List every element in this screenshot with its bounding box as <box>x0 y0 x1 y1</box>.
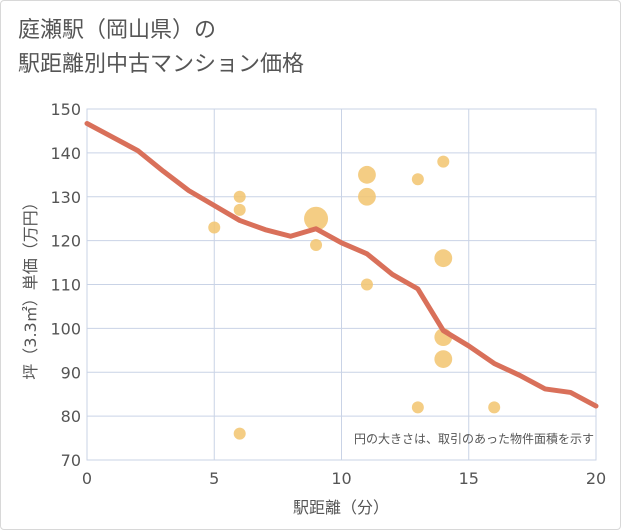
grid-lines <box>87 109 596 460</box>
x-axis-ticks: 0 5 10 15 20 <box>82 469 606 488</box>
plot-area <box>86 108 597 461</box>
data-bubble <box>411 401 424 414</box>
chart-title-line1: 庭瀬駅（岡山県）の <box>18 18 217 43</box>
y-tick-label: 150 <box>50 100 81 119</box>
data-bubble <box>233 190 246 203</box>
data-bubble <box>434 350 453 368</box>
plot-border <box>86 108 597 461</box>
y-tick-label: 110 <box>50 276 81 295</box>
y-tick-label: 90 <box>61 363 81 382</box>
data-bubble <box>437 155 450 168</box>
y-tick-label: 100 <box>50 319 81 338</box>
data-bubble <box>233 203 246 216</box>
y-tick-label: 130 <box>50 188 81 207</box>
x-tick-label: 5 <box>209 469 219 488</box>
trend-line <box>84 120 599 409</box>
chart-title: 庭瀬駅（岡山県）の 駅距離別中古マンション価格 <box>18 14 304 82</box>
data-bubble <box>358 165 376 184</box>
data-bubble <box>208 221 221 234</box>
x-tick-label: 20 <box>586 469 606 488</box>
y-tick-label: 80 <box>61 407 81 426</box>
y-axis-ticks: 70 80 90 100 110 120 130 140 150 <box>50 100 81 470</box>
chart-note: 円の大きさは、取引のあった物件面積を示す <box>354 431 594 446</box>
data-bubble <box>488 401 501 414</box>
y-tick-label: 140 <box>50 144 81 163</box>
data-bubble <box>233 427 246 440</box>
data-bubble <box>411 173 424 186</box>
x-tick-label: 0 <box>82 469 92 488</box>
y-tick-label: 120 <box>50 232 81 251</box>
y-tick-label: 70 <box>61 451 81 470</box>
y-axis-label: 坪（3.3㎡）単価（万円） <box>21 194 40 379</box>
data-bubble <box>360 278 373 291</box>
data-bubble <box>304 206 329 231</box>
chart-title-line2: 駅距離別中古マンション価格 <box>18 52 305 77</box>
x-tick-label: 10 <box>331 469 351 488</box>
data-bubble <box>310 239 323 252</box>
data-bubble <box>434 249 453 268</box>
bubble-series <box>208 155 501 440</box>
data-bubble <box>358 187 376 206</box>
x-axis-label: 駅距離（分） <box>293 498 389 517</box>
trend-line-series <box>84 120 599 409</box>
x-tick-label: 15 <box>459 469 479 488</box>
